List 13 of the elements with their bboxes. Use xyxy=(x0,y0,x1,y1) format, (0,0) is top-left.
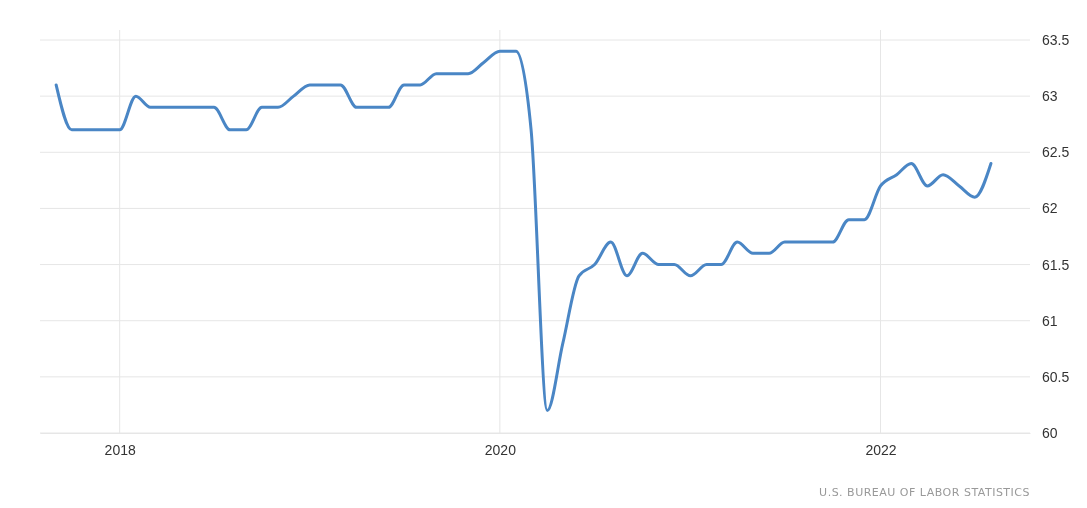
y-tick-label: 60 xyxy=(1042,424,1058,441)
y-tick-label: 60.5 xyxy=(1042,368,1070,385)
x-tick-label: 2020 xyxy=(484,441,517,458)
text: U.S. BUREAU OF LABOR STATISTICS xyxy=(819,486,1030,499)
y-tick-label: 61.5 xyxy=(1042,256,1070,273)
y-tick-label: 62.5 xyxy=(1042,144,1070,161)
x-tick-label: 2018 xyxy=(104,441,136,458)
y-tick-label: 63.5 xyxy=(1042,31,1070,48)
y-tick-label: 61 xyxy=(1042,312,1058,329)
x-tick-label: 2022 xyxy=(865,441,897,458)
y-tick-label: 63 xyxy=(1042,88,1058,105)
y-tick-label: 62 xyxy=(1042,200,1058,217)
line-series xyxy=(54,49,993,413)
